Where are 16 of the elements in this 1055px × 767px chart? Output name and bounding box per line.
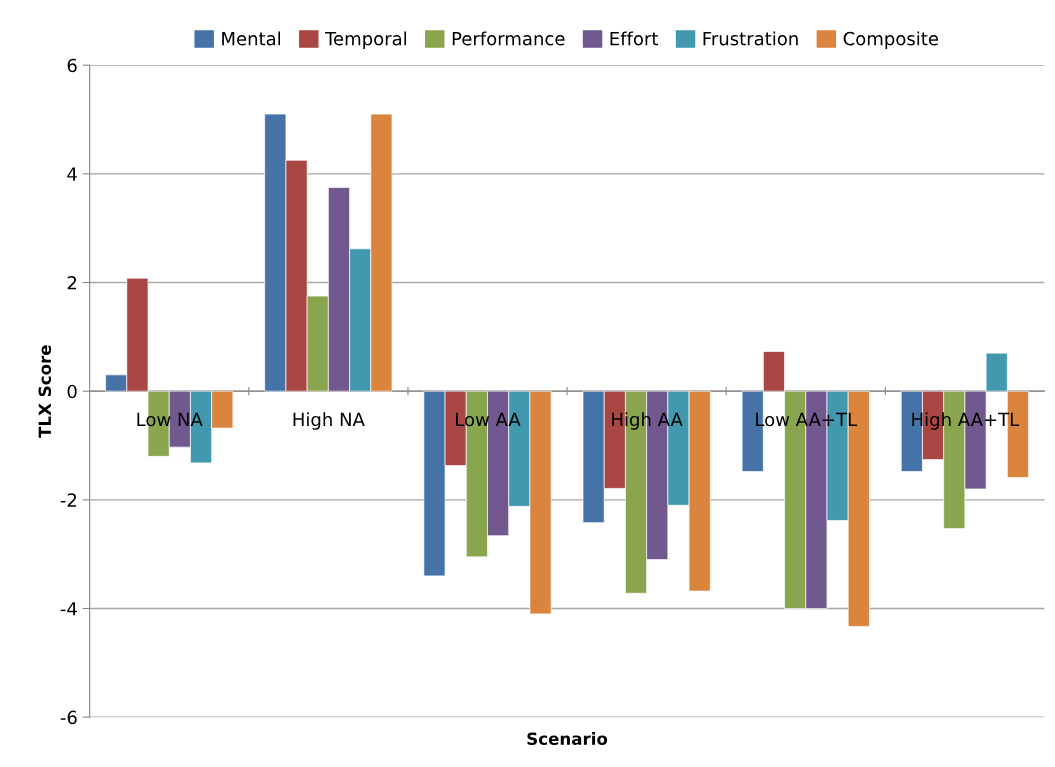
y-tick-label: -6 <box>60 710 77 725</box>
y-tick-label: 4 <box>67 167 77 181</box>
legend-label: Performance <box>452 31 565 46</box>
legend-label: Frustration <box>703 31 798 46</box>
legend-label: Mental <box>222 31 281 46</box>
x-axis-title: Scenario <box>527 732 608 745</box>
y-tick-label: 2 <box>67 275 77 290</box>
y-axis-title: TLX Score <box>38 345 52 438</box>
y-tick-label: -4 <box>60 602 77 616</box>
legend-label: Effort <box>610 31 659 46</box>
legend-label: Composite <box>843 31 939 49</box>
legend-label: Temporal <box>324 31 407 49</box>
y-tick-label: -2 <box>60 493 77 507</box>
y-tick-label: 6 <box>67 58 77 73</box>
x-tick-label: High NA <box>293 412 365 430</box>
y-tick-label: 0 <box>67 384 77 399</box>
